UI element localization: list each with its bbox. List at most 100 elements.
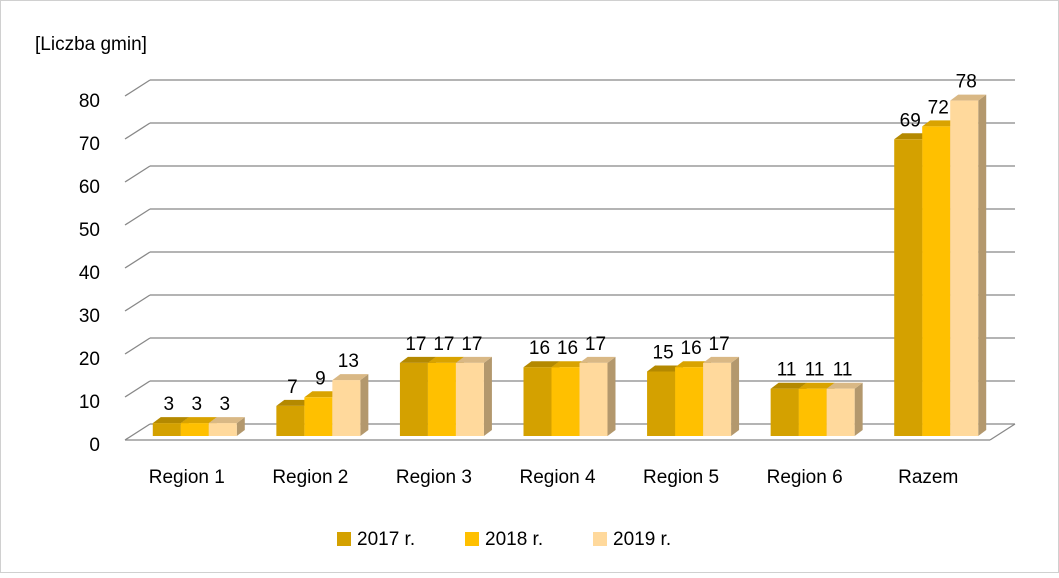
value-label: 17 bbox=[709, 334, 730, 355]
bar-top bbox=[826, 382, 863, 389]
value-label: 17 bbox=[585, 334, 606, 355]
bar-top bbox=[922, 120, 959, 127]
y-tick-label: 70 bbox=[79, 134, 100, 155]
bar bbox=[399, 362, 428, 436]
grid-line-side bbox=[124, 294, 151, 312]
value-label: 3 bbox=[191, 394, 202, 415]
value-label: 72 bbox=[928, 97, 949, 118]
value-label: 3 bbox=[219, 394, 230, 415]
value-label: 16 bbox=[557, 338, 578, 359]
y-tick-label: 0 bbox=[89, 435, 100, 456]
bar-top bbox=[703, 356, 740, 363]
bar bbox=[551, 367, 580, 436]
bar-top bbox=[152, 417, 189, 424]
bar-top bbox=[551, 361, 588, 368]
x-tick-label: Region 4 bbox=[519, 467, 595, 488]
bar bbox=[523, 367, 552, 436]
y-tick-label: 50 bbox=[79, 220, 100, 241]
bar bbox=[152, 423, 181, 436]
legend-label: 2019 r. bbox=[613, 529, 671, 550]
bar bbox=[703, 362, 732, 436]
bar-side bbox=[607, 356, 616, 436]
bar-top bbox=[579, 356, 616, 363]
bar-top bbox=[455, 356, 492, 363]
value-label: 11 bbox=[777, 360, 797, 381]
bar bbox=[304, 397, 333, 436]
bar-top bbox=[675, 361, 712, 368]
bar bbox=[455, 362, 484, 436]
y-tick-label: 60 bbox=[79, 177, 100, 198]
bar bbox=[579, 362, 608, 436]
grid-line-side bbox=[124, 337, 151, 355]
grid-line-side bbox=[124, 251, 151, 269]
legend-swatch bbox=[593, 532, 607, 546]
value-label: 11 bbox=[805, 360, 825, 381]
bar bbox=[427, 362, 456, 436]
bar-side bbox=[854, 382, 863, 436]
bar-side bbox=[360, 374, 369, 436]
legend-swatch bbox=[337, 532, 351, 546]
value-label: 9 bbox=[315, 368, 326, 389]
legend-label: 2017 r. bbox=[357, 529, 415, 550]
bar-top bbox=[894, 133, 931, 140]
bar bbox=[276, 405, 305, 436]
value-label: 69 bbox=[900, 110, 921, 131]
value-label: 13 bbox=[338, 351, 359, 372]
legend-swatch bbox=[465, 532, 479, 546]
value-label: 17 bbox=[405, 334, 426, 355]
value-label: 16 bbox=[681, 338, 702, 359]
x-tick-label: Region 2 bbox=[272, 467, 348, 488]
x-tick-label: Razem bbox=[898, 467, 958, 488]
bar bbox=[950, 100, 979, 436]
y-tick-label: 10 bbox=[79, 392, 100, 413]
grid-line-side bbox=[124, 122, 151, 140]
value-label: 15 bbox=[653, 343, 674, 364]
y-tick-label: 30 bbox=[79, 306, 100, 327]
y-tick-label: 40 bbox=[79, 263, 100, 284]
grid-line-side bbox=[124, 208, 151, 226]
value-label: 17 bbox=[461, 334, 482, 355]
legend-label: 2018 r. bbox=[485, 529, 543, 550]
bar bbox=[332, 380, 361, 436]
x-tick-label: Region 6 bbox=[767, 467, 843, 488]
bar-side bbox=[483, 356, 492, 436]
x-tick-label: Region 3 bbox=[396, 467, 472, 488]
bar-top bbox=[950, 94, 987, 101]
bar-top bbox=[276, 399, 313, 406]
y-tick-label: 80 bbox=[79, 91, 100, 112]
bar-top bbox=[647, 365, 684, 372]
bar-top bbox=[427, 356, 464, 363]
bar-side bbox=[236, 417, 245, 436]
value-label: 7 bbox=[287, 377, 298, 398]
grid-line-side bbox=[124, 423, 151, 441]
value-label: 11 bbox=[833, 360, 853, 381]
bar bbox=[647, 371, 676, 436]
bar-top bbox=[304, 391, 341, 398]
bar bbox=[208, 423, 237, 436]
floor-right bbox=[989, 423, 1016, 441]
x-tick-label: Region 5 bbox=[643, 467, 719, 488]
value-label: 17 bbox=[433, 334, 454, 355]
bar-top bbox=[798, 382, 835, 389]
bar bbox=[180, 423, 209, 436]
value-label: 78 bbox=[956, 72, 977, 93]
bar bbox=[922, 126, 951, 437]
bar-side bbox=[731, 356, 740, 436]
bar-top bbox=[770, 382, 807, 389]
bar-top bbox=[523, 361, 560, 368]
grid-line-side bbox=[124, 79, 151, 97]
value-label: 16 bbox=[529, 338, 550, 359]
y-axis-label: [Liczba gmin] bbox=[35, 34, 147, 55]
bar-side bbox=[978, 94, 987, 436]
bar-top bbox=[208, 417, 245, 424]
grid-line-side bbox=[124, 165, 151, 183]
x-tick-label: Region 1 bbox=[149, 467, 225, 488]
bar-top bbox=[399, 356, 436, 363]
y-tick-label: 20 bbox=[79, 349, 100, 370]
grid-line-side bbox=[124, 380, 151, 398]
value-label: 3 bbox=[163, 394, 174, 415]
bar bbox=[770, 388, 799, 436]
